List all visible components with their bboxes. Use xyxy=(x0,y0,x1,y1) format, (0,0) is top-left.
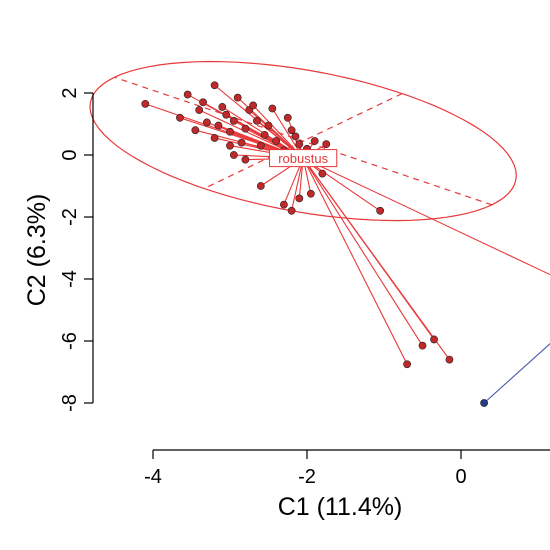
point-robustus-32 xyxy=(310,137,319,145)
point-robustus-16 xyxy=(241,124,250,133)
point-robustus-44 xyxy=(403,360,411,369)
y-tick-label-2: -4 xyxy=(59,270,81,288)
point-robustus-21 xyxy=(260,130,269,139)
point-robustus-34 xyxy=(318,169,327,178)
point-robustus-38 xyxy=(287,206,296,215)
spider-line-robustus-45 xyxy=(302,157,423,346)
group-label-box-robustus xyxy=(269,149,338,168)
point-robustus-19 xyxy=(253,117,261,125)
y-tick-label-0: -8 xyxy=(59,394,81,412)
point-robustus-30 xyxy=(295,140,304,149)
y-axis: -8 -6 -4 -2 0 2 xyxy=(59,87,94,412)
group-ellipses xyxy=(89,60,517,222)
point-robustus-8 xyxy=(210,134,219,142)
y-tick-label-1: -6 xyxy=(59,332,81,350)
point-robustus-20 xyxy=(256,141,265,150)
y-axis-title: C2 (6.3%) xyxy=(23,194,51,307)
group-label-robustus: robustus xyxy=(269,149,338,168)
spider-line-robustus-47 xyxy=(302,157,450,360)
point-robustus-13 xyxy=(229,117,238,125)
point-robustus-40 xyxy=(376,206,385,215)
point-robustus-1 xyxy=(176,113,184,122)
x-axis: -4-20246 xyxy=(144,449,550,488)
point-robustus-10 xyxy=(218,103,227,111)
point-robustus-23 xyxy=(268,104,277,113)
point-robustus-42 xyxy=(226,141,234,150)
point-robustus-7 xyxy=(210,81,219,90)
x-tick-label-2: 0 xyxy=(455,466,466,488)
point-robustus-35 xyxy=(295,194,304,203)
point-robustus-18 xyxy=(249,101,257,110)
point-robustus-36 xyxy=(279,200,288,209)
point-robustus-39 xyxy=(306,189,315,198)
y-tick-label-3: -2 xyxy=(59,208,81,226)
point-robustus-5 xyxy=(199,98,207,107)
point-robustus-43 xyxy=(241,155,250,164)
point-robustus-24 xyxy=(272,137,281,145)
x-axis-title: C1 (11.4%) xyxy=(278,493,403,521)
spider-line-robustus-44 xyxy=(302,157,408,365)
point-robustus-41 xyxy=(229,151,238,159)
ellipse-minor-axis-robustus xyxy=(203,93,403,190)
point-robustus-2 xyxy=(183,90,192,99)
y-tick-label-4: 0 xyxy=(59,149,81,160)
point-robustus-37 xyxy=(256,182,265,190)
group-label-text-robustus: robustus xyxy=(278,151,328,166)
data-points xyxy=(141,81,488,407)
point-robustus-0 xyxy=(141,99,150,108)
point-robustus-12 xyxy=(226,127,234,136)
point-robustus-15 xyxy=(237,138,246,147)
x-tick-label-1: -2 xyxy=(298,466,316,488)
ellipse-major-axis-robustus xyxy=(114,76,493,206)
point-robustus-47 xyxy=(445,355,454,364)
point-robustus-27 xyxy=(283,113,292,122)
point-robustus-33 xyxy=(322,140,331,149)
y-tick-label-5: 2 xyxy=(59,87,81,98)
x-tick-label-0: -4 xyxy=(144,466,162,488)
point-robustus-11 xyxy=(222,110,231,119)
spider-line-robustus-48 xyxy=(302,157,550,276)
spider-lines xyxy=(145,84,550,404)
point-robustus-9 xyxy=(214,121,223,130)
point-robustus-4 xyxy=(195,106,204,114)
point-robustus-28 xyxy=(287,126,296,135)
point-robustus-46 xyxy=(430,335,438,344)
group-labels: robustusbivocatus xyxy=(269,149,338,168)
point-robustus-6 xyxy=(202,118,211,127)
point-robustus-45 xyxy=(418,341,427,350)
point-robustus-14 xyxy=(233,93,242,102)
spider-line-bivocatus-30 xyxy=(483,343,550,404)
point-robustus-3 xyxy=(191,126,200,135)
point-bivocatus-30 xyxy=(480,399,488,407)
point-robustus-22 xyxy=(264,121,273,130)
point-robustus-29 xyxy=(291,132,300,141)
